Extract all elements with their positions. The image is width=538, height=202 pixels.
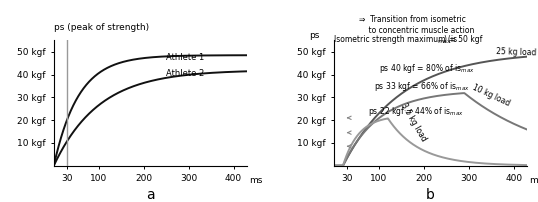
Text: max: max <box>437 39 451 44</box>
Text: Athlete 1: Athlete 1 <box>166 53 204 62</box>
Text: to concentric muscle action: to concentric muscle action <box>359 26 475 35</box>
Text: ) = 50 kgf: ) = 50 kgf <box>444 35 483 44</box>
Text: Athlete 2: Athlete 2 <box>166 69 204 78</box>
Text: 3.5 kg load: 3.5 kg load <box>399 101 428 143</box>
Text: ⇒  Transition from isometric: ⇒ Transition from isometric <box>359 15 466 24</box>
Text: Isometric strength maximum (is: Isometric strength maximum (is <box>334 35 457 44</box>
Text: b: b <box>426 188 435 202</box>
Text: ms: ms <box>529 176 538 185</box>
Text: 10 kg load: 10 kg load <box>471 83 511 108</box>
Text: ps (peak of strength): ps (peak of strength) <box>54 23 149 32</box>
Text: ps 33 kgf = 66% of is$_{max}$: ps 33 kgf = 66% of is$_{max}$ <box>373 80 469 93</box>
Text: ps 40 kgf = 80% of is$_{max}$: ps 40 kgf = 80% of is$_{max}$ <box>379 62 475 75</box>
Text: a: a <box>146 188 155 202</box>
Text: ms: ms <box>249 176 263 185</box>
Text: ps 22 kgf = 44% of is$_{max}$: ps 22 kgf = 44% of is$_{max}$ <box>367 105 463 118</box>
Text: 25 kg load: 25 kg load <box>496 47 536 57</box>
Text: ps: ps <box>309 31 319 40</box>
